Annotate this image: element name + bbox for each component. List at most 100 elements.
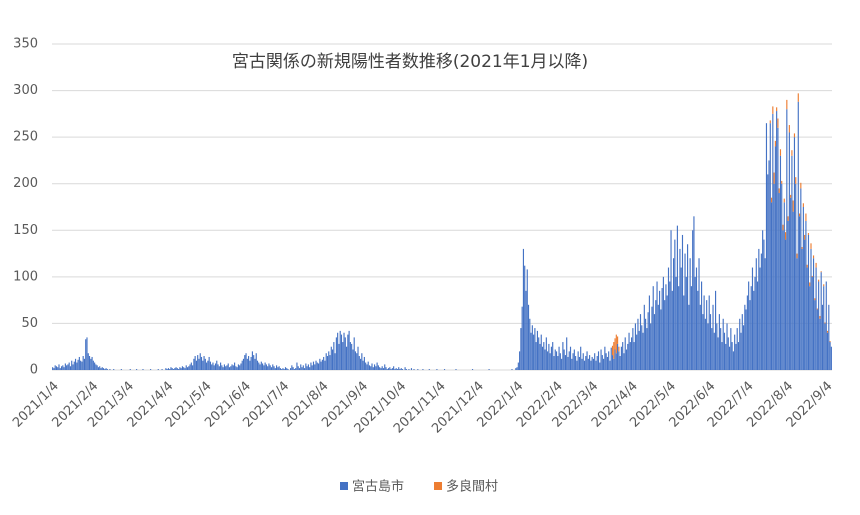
bar bbox=[712, 304, 714, 370]
bar bbox=[393, 366, 395, 370]
bar bbox=[263, 365, 265, 370]
bar bbox=[763, 239, 765, 370]
bar bbox=[400, 368, 402, 370]
bar bbox=[603, 358, 605, 370]
bar bbox=[820, 271, 822, 273]
bar bbox=[77, 359, 79, 370]
bar bbox=[731, 342, 733, 370]
bar bbox=[348, 330, 350, 370]
bar bbox=[666, 295, 668, 370]
bar bbox=[819, 315, 821, 319]
bar bbox=[253, 355, 255, 370]
bar bbox=[539, 343, 541, 370]
bar bbox=[53, 368, 55, 370]
bar bbox=[750, 286, 752, 370]
bar bbox=[586, 351, 588, 370]
bar bbox=[615, 334, 617, 354]
bar bbox=[751, 267, 754, 370]
bar bbox=[220, 362, 222, 370]
bar bbox=[801, 247, 803, 249]
bar bbox=[287, 369, 289, 370]
bar bbox=[170, 367, 172, 370]
bar bbox=[178, 369, 180, 370]
bar bbox=[762, 230, 764, 370]
bar bbox=[796, 258, 798, 370]
bar bbox=[562, 342, 564, 370]
bar bbox=[695, 267, 698, 370]
bar bbox=[688, 304, 690, 370]
bar bbox=[97, 367, 100, 370]
bar bbox=[367, 361, 369, 370]
bar bbox=[254, 358, 256, 370]
bar bbox=[784, 232, 787, 240]
bar bbox=[356, 353, 358, 370]
bar bbox=[60, 366, 63, 370]
bar bbox=[564, 355, 566, 370]
bar bbox=[190, 362, 192, 370]
bar bbox=[777, 127, 779, 370]
bar bbox=[576, 360, 578, 370]
bar bbox=[798, 216, 801, 370]
bar bbox=[646, 328, 648, 370]
bar bbox=[323, 356, 325, 370]
bar bbox=[300, 364, 302, 370]
bar bbox=[63, 367, 65, 370]
bar bbox=[443, 369, 446, 370]
bar bbox=[772, 106, 774, 114]
bar bbox=[66, 365, 68, 370]
bar bbox=[292, 367, 294, 370]
bar bbox=[59, 368, 61, 370]
bar bbox=[535, 342, 537, 370]
bar bbox=[552, 342, 554, 370]
bar bbox=[260, 361, 262, 370]
bar bbox=[801, 248, 803, 370]
bar bbox=[226, 365, 228, 370]
bar bbox=[166, 369, 168, 370]
bar bbox=[823, 286, 825, 370]
y-tick-label: 100 bbox=[13, 269, 38, 284]
bar bbox=[526, 269, 528, 370]
bar bbox=[779, 149, 782, 156]
bar bbox=[188, 366, 190, 370]
bar bbox=[240, 363, 242, 370]
legend-swatch bbox=[340, 482, 348, 490]
bar bbox=[673, 258, 675, 370]
bar bbox=[543, 342, 545, 370]
bar bbox=[274, 368, 276, 370]
bar bbox=[606, 356, 608, 370]
bar bbox=[549, 353, 551, 370]
bar bbox=[175, 367, 177, 370]
bar bbox=[342, 342, 344, 370]
bar bbox=[703, 295, 705, 370]
bar bbox=[568, 351, 570, 370]
bar bbox=[92, 360, 94, 370]
bar bbox=[772, 113, 774, 370]
bar bbox=[613, 342, 615, 359]
bar bbox=[218, 366, 220, 370]
bar bbox=[713, 332, 715, 370]
bar bbox=[820, 272, 822, 370]
bar bbox=[800, 182, 802, 189]
bar bbox=[674, 239, 676, 370]
bar bbox=[581, 358, 583, 370]
bar bbox=[641, 325, 643, 370]
bar bbox=[614, 338, 616, 350]
bar bbox=[401, 369, 404, 370]
bar bbox=[704, 318, 706, 370]
bar bbox=[391, 368, 393, 370]
bar bbox=[525, 290, 527, 370]
y-tick-label: 200 bbox=[13, 176, 38, 191]
bar bbox=[815, 262, 817, 268]
bar bbox=[755, 258, 757, 370]
bar bbox=[792, 200, 794, 212]
bar bbox=[251, 351, 253, 370]
bar bbox=[783, 202, 785, 370]
bar bbox=[647, 312, 649, 370]
bar bbox=[592, 358, 594, 370]
bar bbox=[267, 366, 269, 370]
bar bbox=[380, 368, 382, 370]
bar bbox=[204, 358, 206, 370]
bar bbox=[676, 225, 678, 370]
bar bbox=[157, 369, 159, 370]
